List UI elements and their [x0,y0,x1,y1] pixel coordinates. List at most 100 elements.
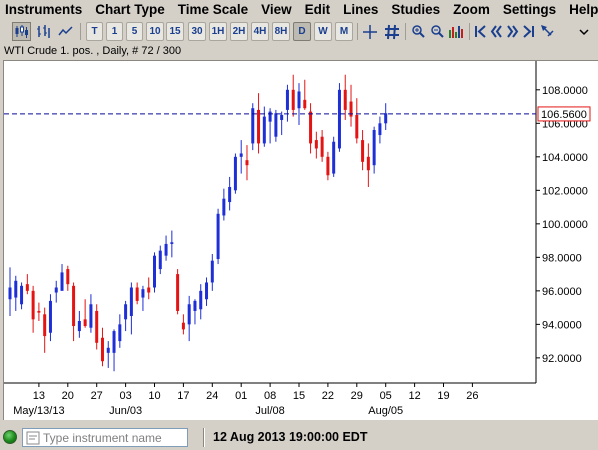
candle-body [228,186,232,203]
timescale-button-1h[interactable]: 1H [209,22,227,41]
candle-body [193,300,197,311]
instrument-search-input[interactable] [43,430,183,445]
x-tick-label: 20 [62,390,74,402]
menu-edit[interactable]: Edit [304,2,331,17]
candle-body [20,285,24,305]
candle-body [222,198,226,216]
candle-body [280,114,284,120]
candle-body [141,289,145,298]
menu-bar: Instruments Chart Type Time Scale View Edit L… [0,0,598,19]
x-tick-label: 19 [437,390,449,402]
candle-body [337,89,341,149]
menu-zoom[interactable]: Zoom [453,2,490,17]
candle-body [332,141,336,174]
menu-time-scale[interactable]: Time Scale [177,2,249,17]
timescale-button-1[interactable]: 1 [106,22,123,41]
candle-body [106,347,110,353]
candle-body [89,304,93,328]
candle-body [129,287,133,316]
scroll-right-icon[interactable] [505,22,520,41]
x-tick-label: 12 [408,390,420,402]
crosshair-icon[interactable] [360,22,380,41]
candle-body [205,282,209,300]
current-price-box [537,106,591,122]
timescale-button-15[interactable]: 15 [166,22,184,41]
candle-body [25,284,29,291]
candle-body [326,156,330,176]
timescale-button-d[interactable]: D [293,22,311,41]
candle-body [210,260,214,283]
timescale-button-w[interactable]: W [314,22,332,41]
timescale-button-m[interactable]: M [335,22,353,41]
menu-view[interactable]: View [261,2,292,17]
candle-body [147,287,151,293]
instrument-search-box[interactable] [22,428,188,447]
scroll-start-icon[interactable] [473,22,488,41]
timescale-button-8h[interactable]: 8H [272,22,290,41]
candle-body [309,111,313,144]
chart-window[interactable]: 92.0000 94.0000 96.0000 98.0000 100.0000 102.… [3,60,598,420]
candlestick-chart-icon[interactable] [12,22,31,41]
x-tick-label: 15 [293,390,305,402]
timescale-button-t[interactable]: T [86,22,103,41]
status-bar: 12 Aug 2013 19:00:00 EDT [0,425,598,450]
chart-title: WTI Crude 1. pos. , Daily, # 72 / 300 [4,45,182,57]
zoom-in-icon[interactable] [409,22,428,41]
candle-body [187,304,191,325]
menu-help[interactable]: Help [569,2,598,17]
timescale-button-5[interactable]: 5 [126,22,143,41]
x-tick-label: 27 [91,390,103,402]
menu-lines[interactable]: Lines [343,2,379,17]
menu-instruments[interactable]: Instruments [5,2,83,17]
menu-chart-type[interactable]: Chart Type [95,2,165,17]
volume-bars-icon[interactable] [446,22,466,41]
candle-body [274,113,278,137]
candle-body [124,304,128,320]
candle-body [314,140,318,149]
candle-body [176,274,180,311]
candle-body [245,160,249,166]
candle-body [66,269,70,285]
candle-body [72,285,76,327]
menu-studies[interactable]: Studies [391,2,441,17]
toolbar-overflow-icon[interactable] [576,22,592,41]
candle-body [83,319,87,327]
timescale-button-2h[interactable]: 2H [230,22,248,41]
y-tick-label: 108.0000 [542,85,588,97]
ohlc-bar-chart-icon[interactable] [34,22,53,41]
toolbar: T 1 5 10 15 30 1H 2H 4H 8H D W M [0,20,598,44]
candle-body [355,114,359,139]
candle-body [181,322,185,330]
timescale-button-30[interactable]: 30 [188,22,206,41]
menu-settings[interactable]: Settings [502,2,557,17]
x-tick-label: 29 [351,390,363,402]
timescale-button-4h[interactable]: 4H [251,22,269,41]
candle-body [77,321,81,332]
candle-body [372,130,376,166]
candle-body [366,156,370,171]
current-price-label: 106.5600 [541,109,587,121]
candle-body [361,140,365,162]
candle-body [251,108,255,144]
scroll-end-icon[interactable] [521,22,536,41]
x-tick-label: 13 [33,390,45,402]
x-tick-label: 05 [380,390,392,402]
x-tick-label: 24 [206,390,218,402]
candle-body [199,290,203,310]
candle-body [291,89,295,110]
scroll-left-icon[interactable] [489,22,504,41]
zoom-out-icon[interactable] [429,22,445,41]
grid-icon[interactable] [382,22,402,41]
candle-body [343,89,347,110]
price-chart[interactable]: 92.0000 94.0000 96.0000 98.0000 100.0000 102.… [4,61,598,421]
candle-body [164,243,168,256]
x-tick-label: 17 [177,390,189,402]
candle-body [262,116,266,144]
candle-body [135,287,139,301]
select-arrow-icon[interactable] [538,22,556,41]
y-tick-label: 102.0000 [542,185,588,197]
search-icon [26,431,40,444]
month-label: Aug/05 [368,405,403,417]
line-chart-icon[interactable] [56,22,75,41]
timescale-button-10[interactable]: 10 [146,22,164,41]
